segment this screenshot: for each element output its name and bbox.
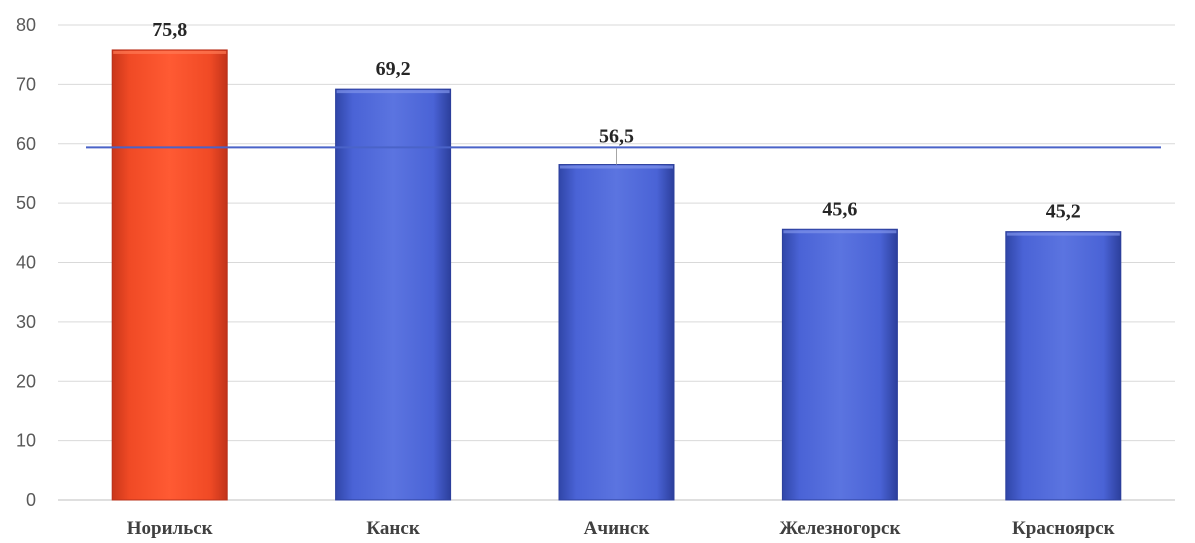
data-label: 45,2 [1046, 201, 1081, 223]
bar-1 [111, 49, 228, 501]
y-tick-label: 20 [16, 371, 36, 391]
data-label: 56,5 [599, 125, 634, 147]
bar-4 [781, 228, 898, 501]
data-labels: 75,8 69,2 56,5 45,6 45,2 [152, 19, 1081, 223]
x-category-label: Ачинск [584, 518, 650, 539]
data-label: 75,8 [152, 19, 187, 41]
x-category-label: Канск [366, 518, 419, 539]
y-axis-ticks: 0 10 20 30 40 50 60 70 80 [16, 15, 36, 510]
y-tick-label: 70 [16, 74, 36, 94]
bar-2 [335, 88, 452, 501]
data-label: 69,2 [376, 58, 411, 80]
x-axis-categories: Норильск Канск Ачинск Железногорск Красноярс… [127, 518, 1115, 539]
data-label: 45,6 [822, 198, 857, 220]
y-tick-label: 30 [16, 312, 36, 332]
y-tick-label: 60 [16, 134, 36, 154]
bar-highlight [783, 230, 897, 234]
bar-highlight [113, 50, 227, 54]
bar-highlight [336, 90, 450, 94]
x-category-label: Железногорск [779, 518, 900, 539]
y-tick-label: 0 [26, 490, 36, 510]
y-tick-label: 40 [16, 253, 36, 273]
bar-highlight [560, 165, 673, 169]
bars [111, 49, 1122, 501]
y-tick-label: 10 [16, 431, 36, 451]
y-tick-label: 50 [16, 193, 36, 213]
x-category-label: Норильск [127, 518, 213, 539]
bar-3 [558, 164, 675, 501]
bar-highlight [1006, 232, 1120, 236]
y-tick-label: 80 [16, 15, 36, 35]
bar-5 [1005, 231, 1122, 501]
x-category-label: Красноярск [1012, 518, 1115, 539]
